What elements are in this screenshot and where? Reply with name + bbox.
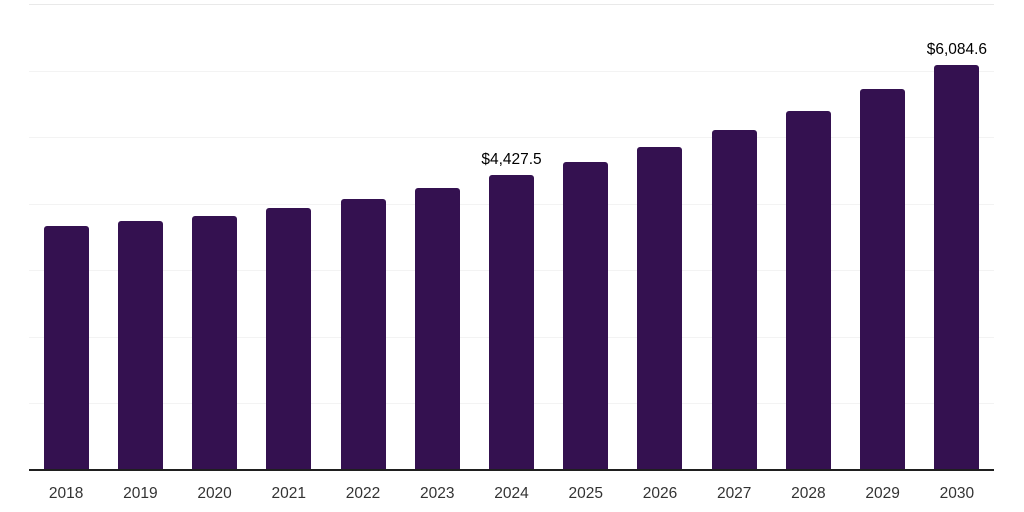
x-tick-label-2022: 2022 xyxy=(345,485,381,502)
bar-2028 xyxy=(785,110,831,470)
bar-2024 xyxy=(489,175,534,470)
gridline xyxy=(29,70,994,72)
x-tick-label-2020: 2020 xyxy=(197,485,232,502)
x-tick-label-2019: 2019 xyxy=(123,485,158,502)
bar-2018 xyxy=(43,225,89,470)
bar-2021 xyxy=(266,207,312,470)
x-tick-label-2026: 2026 xyxy=(642,485,678,502)
bar-2020 xyxy=(192,215,238,470)
x-axis-line xyxy=(29,469,994,471)
bar-2025 xyxy=(563,162,609,470)
x-tick-label-2018: 2018 xyxy=(48,485,84,502)
bar-2019 xyxy=(117,220,163,470)
x-tick-label-2024: 2024 xyxy=(494,485,529,502)
x-tick-label-2029: 2029 xyxy=(865,485,900,502)
bar-2030 xyxy=(934,64,980,470)
x-tick-label-2023: 2023 xyxy=(420,485,455,502)
bar-2029 xyxy=(860,88,906,470)
x-tick-label-2027: 2027 xyxy=(716,485,752,502)
bar-2023 xyxy=(414,187,460,470)
x-tick-label-2025: 2025 xyxy=(568,485,603,502)
x-tick-label-2021: 2021 xyxy=(271,485,307,502)
x-tick-label-2028: 2028 xyxy=(791,485,826,502)
bar-2027 xyxy=(711,129,757,470)
data-label-2024: $4,427.5 xyxy=(481,151,542,169)
bar-2022 xyxy=(340,198,386,470)
bar-2026 xyxy=(637,146,683,470)
gridline xyxy=(29,137,994,139)
x-tick-label-2030: 2030 xyxy=(939,485,975,502)
data-label-2030: $6,084.6 xyxy=(926,40,988,58)
gridline xyxy=(29,4,994,5)
